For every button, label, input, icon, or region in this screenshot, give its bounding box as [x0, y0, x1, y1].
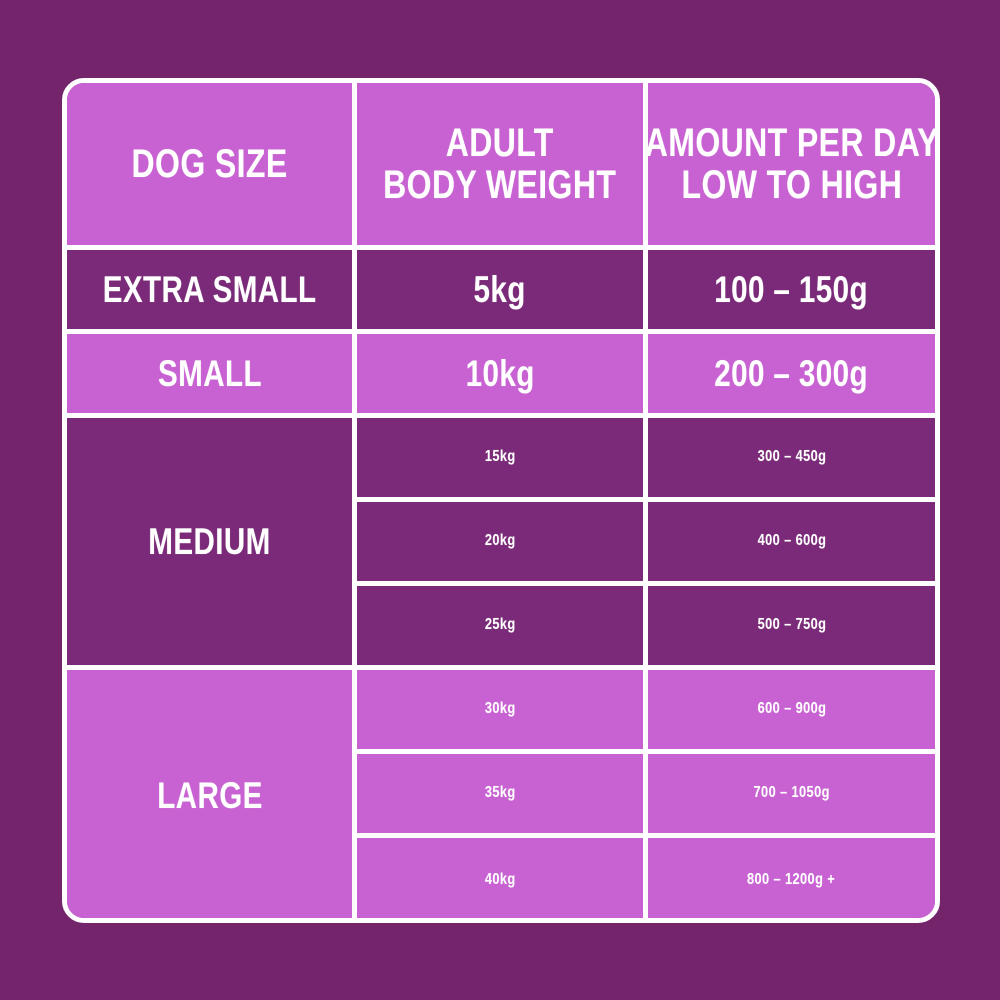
- value-body-weight: 20kg: [484, 532, 516, 550]
- value-body-weight: 30kg: [484, 700, 516, 718]
- cell-amount-per-day: 200 – 300g: [648, 334, 935, 418]
- dog-feeding-guide-table: DOG SIZE ADULT BODY WEIGHT AMOUNT PER DA…: [62, 78, 940, 923]
- table-group-large: LARGE 30kg 600 – 900g 35kg 700: [67, 670, 935, 918]
- table-row: 15kg 300 – 450g: [357, 418, 935, 502]
- cell-body-weight: 15kg: [357, 418, 648, 502]
- cell-body-weight: 10kg: [357, 334, 648, 418]
- value-amount-per-day: 400 – 600g: [757, 532, 826, 550]
- group-subrows: 30kg 600 – 900g 35kg 700 – 1050g: [357, 670, 935, 918]
- value-dog-size: MEDIUM: [148, 520, 271, 562]
- value-body-weight: 15kg: [484, 448, 516, 466]
- value-body-weight: 5kg: [473, 268, 527, 310]
- header-cell-amount-per-day: AMOUNT PER DAY LOW TO HIGH: [648, 83, 935, 250]
- cell-dog-size: SMALL: [67, 334, 357, 418]
- cell-body-weight: 5kg: [357, 250, 648, 334]
- cell-amount-per-day: 100 – 150g: [648, 250, 935, 334]
- header-cell-dog-size: DOG SIZE: [67, 83, 357, 250]
- table-header-row: DOG SIZE ADULT BODY WEIGHT AMOUNT PER DA…: [67, 83, 935, 250]
- value-amount-per-day: 800 – 1200g +: [747, 870, 836, 888]
- value-dog-size: SMALL: [157, 352, 262, 394]
- cell-dog-size: EXTRA SMALL: [67, 250, 357, 334]
- table-row: 25kg 500 – 750g: [357, 586, 935, 670]
- cell-dog-size: MEDIUM: [67, 418, 357, 670]
- value-body-weight: 40kg: [484, 870, 516, 888]
- table-group-medium: MEDIUM 15kg 300 – 450g 20kg 400: [67, 418, 935, 670]
- cell-body-weight: 35kg: [357, 754, 648, 838]
- table-row: 40kg 800 – 1200g +: [357, 838, 935, 918]
- cell-body-weight: 40kg: [357, 838, 648, 918]
- table-row: SMALL 10kg 200 – 300g: [67, 334, 935, 418]
- group-subrows: 15kg 300 – 450g 20kg 400 – 600g: [357, 418, 935, 670]
- value-body-weight: 10kg: [465, 352, 535, 394]
- header-label-amount-per-day: AMOUNT PER DAY LOW TO HIGH: [648, 120, 935, 207]
- value-amount-per-day: 300 – 450g: [757, 448, 826, 466]
- value-amount-per-day: 100 – 150g: [714, 268, 869, 310]
- header-label-adult-body-weight: ADULT BODY WEIGHT: [357, 120, 643, 207]
- header-label-adult-body-weight-line2: BODY WEIGHT: [383, 163, 617, 207]
- cell-amount-per-day: 300 – 450g: [648, 418, 935, 502]
- header-label-amount-per-day-line2: LOW TO HIGH: [681, 163, 902, 207]
- value-body-weight: 35kg: [484, 784, 516, 802]
- table-row: EXTRA SMALL 5kg 100 – 150g: [67, 250, 935, 334]
- cell-amount-per-day: 500 – 750g: [648, 586, 935, 670]
- value-body-weight: 25kg: [484, 616, 516, 634]
- cell-amount-per-day: 700 – 1050g: [648, 754, 935, 838]
- table-row: 35kg 700 – 1050g: [357, 754, 935, 838]
- header-label-amount-per-day-line1: AMOUNT PER DAY: [648, 120, 935, 165]
- cell-body-weight: 30kg: [357, 670, 648, 754]
- value-amount-per-day: 700 – 1050g: [753, 784, 830, 802]
- table-row: 20kg 400 – 600g: [357, 502, 935, 586]
- value-amount-per-day: 600 – 900g: [757, 700, 826, 718]
- cell-amount-per-day: 600 – 900g: [648, 670, 935, 754]
- table-row: 30kg 600 – 900g: [357, 670, 935, 754]
- value-dog-size: LARGE: [156, 775, 263, 817]
- cell-amount-per-day: 400 – 600g: [648, 502, 935, 586]
- value-amount-per-day: 200 – 300g: [714, 352, 869, 394]
- cell-body-weight: 25kg: [357, 586, 648, 670]
- cell-dog-size: LARGE: [67, 670, 357, 918]
- header-label-adult-body-weight-line1: ADULT: [445, 120, 555, 165]
- header-cell-adult-body-weight: ADULT BODY WEIGHT: [357, 83, 648, 250]
- header-label-dog-size: DOG SIZE: [131, 141, 288, 186]
- cell-amount-per-day: 800 – 1200g +: [648, 838, 935, 918]
- value-amount-per-day: 500 – 750g: [757, 616, 826, 634]
- value-dog-size: EXTRA SMALL: [102, 268, 317, 310]
- cell-body-weight: 20kg: [357, 502, 648, 586]
